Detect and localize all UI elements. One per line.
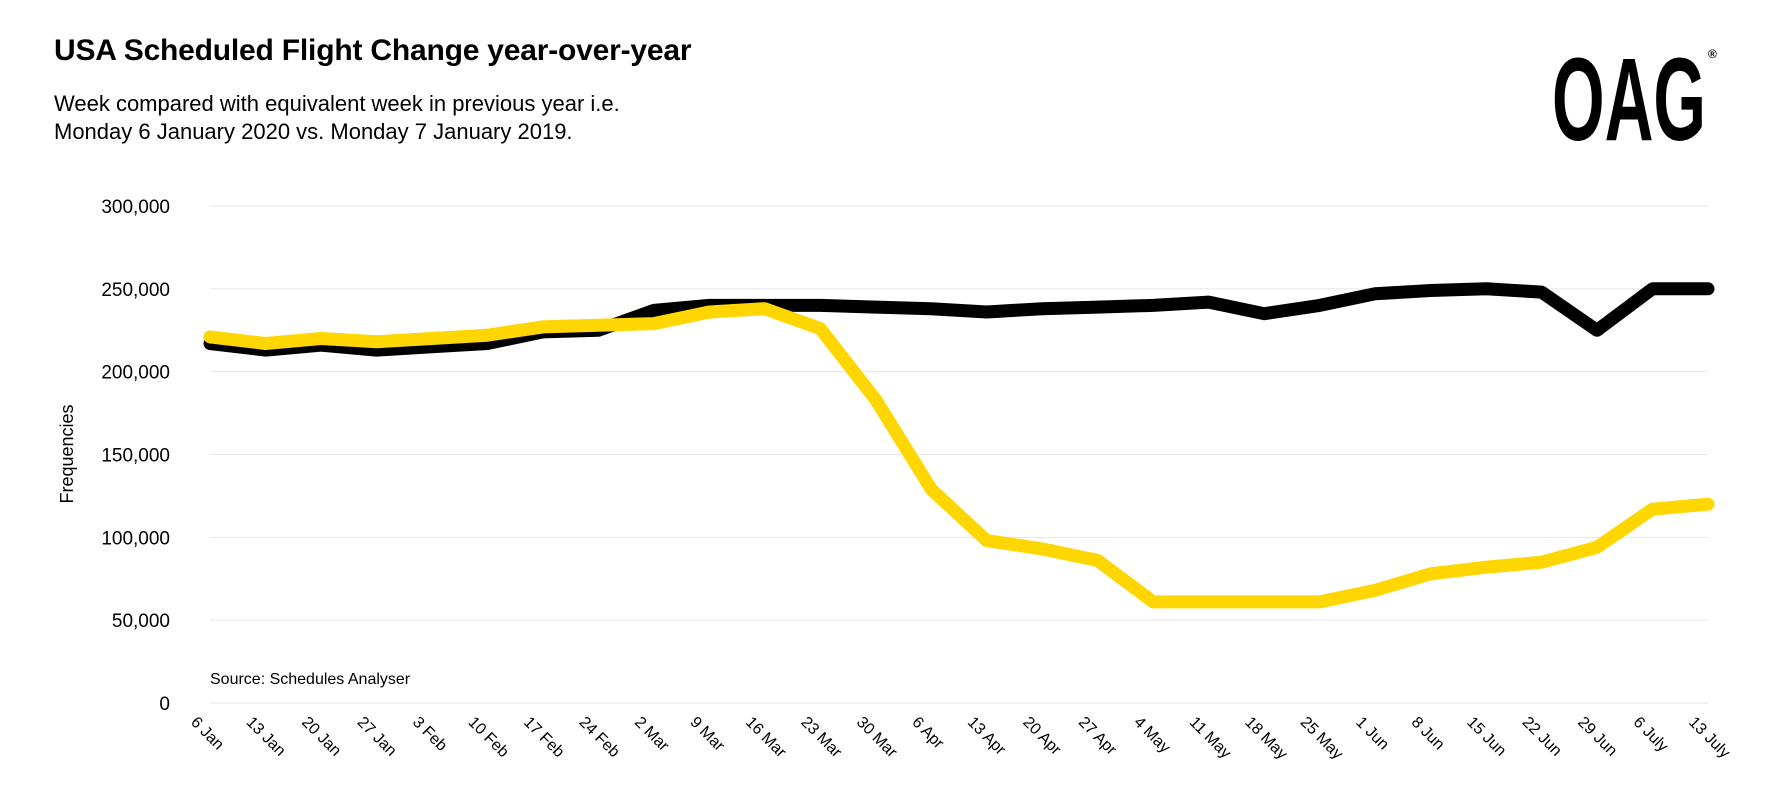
x-tick-label: 27 Jan bbox=[354, 714, 400, 760]
oag-logo-text: OAG bbox=[1552, 44, 1706, 144]
y-tick-label: 0 bbox=[159, 694, 170, 715]
x-tick-label: 30 Mar bbox=[853, 714, 901, 762]
series-line-yellow bbox=[203, 302, 1715, 609]
x-tick-label: 2 Mar bbox=[631, 714, 672, 755]
x-tick-label: 13 Jan bbox=[243, 714, 289, 760]
x-axis-ticks: 6 Jan 13 Jan 20 Jan 27 Jan 3 Feb 10 Feb 17 Feb… bbox=[187, 714, 1733, 763]
y-tick-label: 250,000 bbox=[101, 280, 170, 301]
subtitle-line-2: Monday 6 January 2020 vs. Monday 7 Janua… bbox=[54, 119, 573, 144]
x-tick-label: 24 Feb bbox=[576, 714, 623, 761]
x-tick-label: 16 Mar bbox=[742, 714, 790, 762]
oag-registered-mark: ® bbox=[1708, 47, 1717, 61]
subtitle-line-1: Week compared with equivalent week in pr… bbox=[54, 91, 620, 116]
x-tick-label: 25 May bbox=[1297, 714, 1346, 763]
x-tick-label: 13 Apr bbox=[964, 714, 1009, 759]
y-tick-label: 200,000 bbox=[101, 363, 170, 384]
x-tick-label: 3 Feb bbox=[409, 714, 450, 755]
x-tick-label: 11 May bbox=[1186, 714, 1234, 762]
x-tick-label: 10 Feb bbox=[465, 714, 512, 761]
x-tick-label: 20 Jan bbox=[298, 714, 344, 760]
y-tick-label: 50,000 bbox=[112, 611, 170, 632]
x-tick-label: 1 Jun bbox=[1352, 714, 1392, 754]
x-tick-label: 6 Jan bbox=[187, 714, 227, 754]
x-tick-label: 18 May bbox=[1241, 714, 1290, 763]
x-tick-label: 23 Mar bbox=[797, 714, 845, 762]
x-tick-label: 8 Jun bbox=[1408, 714, 1448, 754]
x-tick-label: 6 July bbox=[1630, 714, 1672, 756]
y-tick-label: 150,000 bbox=[101, 446, 170, 467]
x-tick-label: 6 Apr bbox=[908, 714, 947, 753]
grid-lines bbox=[210, 205, 1708, 704]
source-note: Source: Schedules Analyser bbox=[210, 671, 411, 688]
y-tick-label: 100,000 bbox=[101, 528, 170, 549]
x-tick-label: 15 Jun bbox=[1463, 714, 1509, 760]
x-tick-label: 20 Apr bbox=[1019, 714, 1064, 759]
x-tick-label: 17 Feb bbox=[520, 714, 567, 761]
y-tick-label: 300,000 bbox=[101, 197, 170, 218]
x-tick-label: 9 Mar bbox=[687, 714, 728, 755]
x-tick-label: 27 Apr bbox=[1075, 714, 1120, 759]
chart-title: USA Scheduled Flight Change year-over-ye… bbox=[54, 34, 692, 67]
series-lines bbox=[203, 282, 1715, 609]
oag-logo: OAG ® bbox=[1552, 44, 1717, 144]
x-tick-label: 29 Jun bbox=[1574, 714, 1620, 760]
y-axis-title: Frequencies bbox=[57, 404, 77, 503]
chart-subtitle: Week compared with equivalent week in pr… bbox=[54, 90, 691, 146]
x-tick-label: 4 May bbox=[1130, 714, 1173, 757]
x-tick-label: 13 July bbox=[1685, 714, 1733, 762]
series-line-black bbox=[203, 282, 1715, 357]
y-axis-ticks: 0 50,000 100,000 150,000 200,000 250,000 300,0… bbox=[101, 197, 170, 715]
chart-header: USA Scheduled Flight Change year-over-ye… bbox=[54, 34, 692, 146]
x-tick-label: 22 Jun bbox=[1519, 714, 1565, 760]
